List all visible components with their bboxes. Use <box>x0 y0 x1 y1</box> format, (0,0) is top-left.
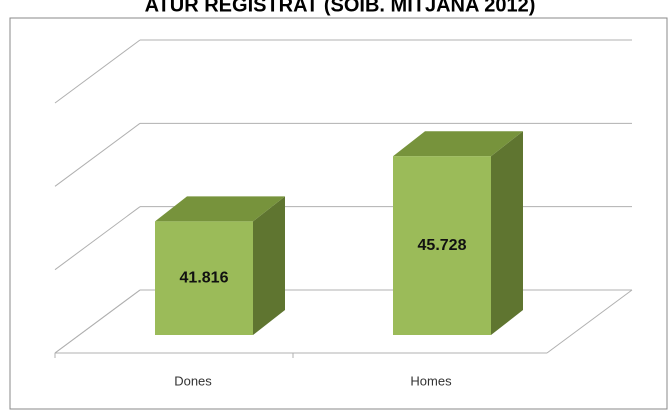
data-label: 41.816 <box>180 269 229 286</box>
bar-top <box>155 196 285 222</box>
floor-right <box>546 289 633 354</box>
bar-top <box>393 131 523 157</box>
bar-side <box>491 131 523 335</box>
grid-line-side <box>54 122 141 187</box>
grid-line-side <box>54 206 141 271</box>
chart-title: ATUR REGISTRAT (SOIB. MITJANA 2012) <box>145 0 536 16</box>
bar <box>155 221 253 335</box>
grid-line-side <box>54 289 141 354</box>
bar-side <box>253 196 285 335</box>
x-tick-label: Dones <box>174 373 212 388</box>
grid-line-side <box>54 39 141 104</box>
chart-frame <box>9 17 668 410</box>
bar <box>393 156 491 335</box>
x-tick-label: Homes <box>410 373 452 388</box>
data-label: 45.728 <box>418 237 467 254</box>
